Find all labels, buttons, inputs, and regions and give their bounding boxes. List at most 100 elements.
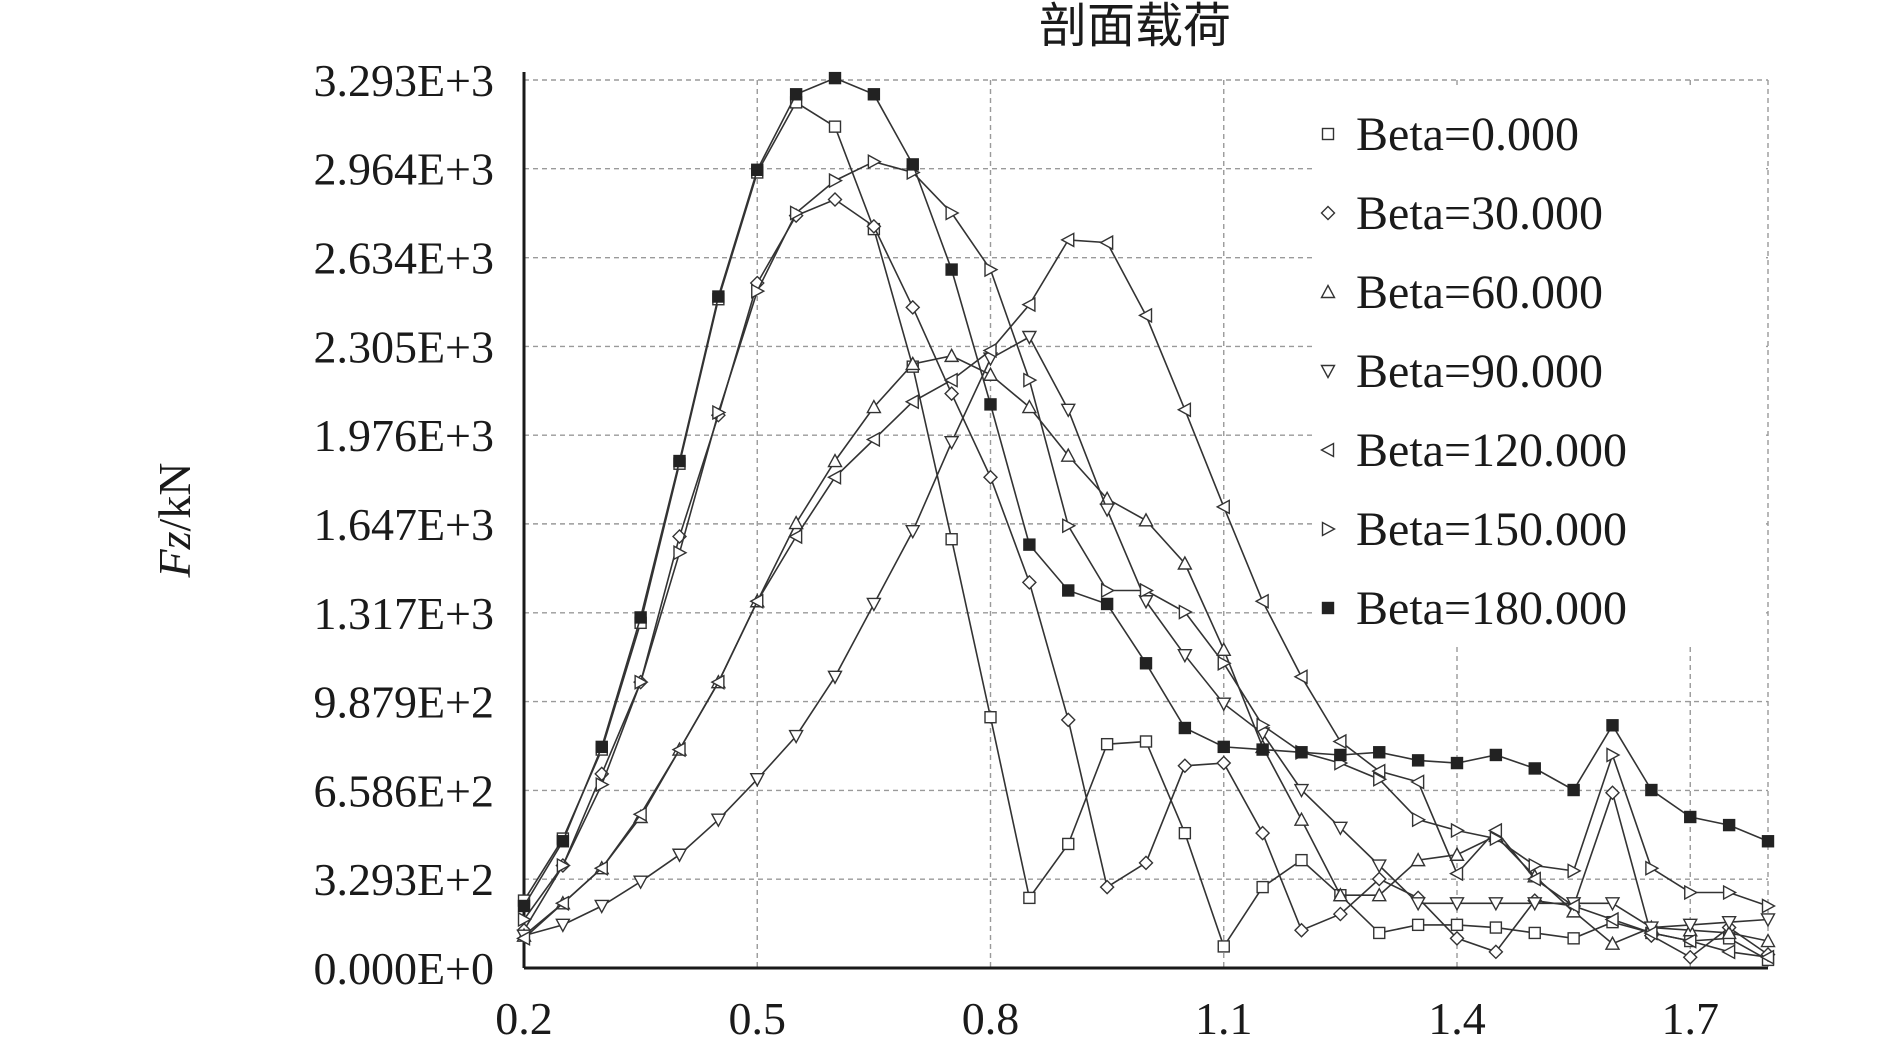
data-point	[1411, 754, 1425, 767]
data-point	[1021, 296, 1036, 313]
data-point	[789, 205, 805, 221]
data-point	[1060, 712, 1076, 728]
data-point	[1721, 944, 1736, 960]
legend-marker	[1321, 601, 1335, 615]
data-point	[594, 899, 610, 914]
data-point	[945, 205, 960, 221]
data-point	[905, 299, 921, 315]
data-point	[1489, 830, 1504, 847]
data-point	[1023, 372, 1038, 388]
legend-entry: Beta=120.000	[1320, 424, 1627, 477]
data-point	[1684, 810, 1697, 824]
legend-entry: Beta=180.000	[1321, 582, 1627, 635]
data-point	[828, 172, 843, 189]
data-point	[1060, 403, 1076, 418]
data-point	[1332, 733, 1347, 750]
data-point	[828, 71, 842, 85]
data-point	[867, 154, 882, 170]
data-point	[905, 355, 921, 371]
data-point	[749, 593, 764, 609]
y-tick-label: 9.879E+2	[313, 677, 494, 728]
data-point	[1217, 940, 1230, 953]
data-point	[1722, 884, 1738, 901]
data-point	[1138, 307, 1153, 324]
x-tick-label: 1.4	[1428, 993, 1486, 1044]
data-point	[1021, 574, 1037, 590]
data-point	[516, 930, 531, 947]
data-point	[866, 399, 882, 414]
data-point	[1295, 746, 1308, 759]
data-point	[1761, 898, 1776, 914]
x-tick-label: 0.2	[495, 993, 553, 1044]
data-point	[1604, 897, 1621, 912]
y-axis-label-italic: Fz	[149, 531, 200, 578]
x-tick-label: 0.8	[962, 993, 1020, 1044]
x-tick-label: 1.1	[1195, 993, 1253, 1044]
data-point	[634, 674, 649, 690]
data-point	[595, 740, 608, 754]
data-point	[788, 729, 804, 745]
data-point	[1371, 763, 1386, 779]
data-point	[751, 283, 766, 299]
data-point	[1138, 512, 1154, 527]
data-point	[1371, 871, 1387, 887]
data-point	[712, 404, 727, 421]
series-7	[517, 71, 1775, 913]
data-point	[1526, 871, 1541, 887]
data-point	[1682, 933, 1697, 949]
data-point	[1527, 897, 1543, 912]
data-point	[866, 597, 882, 612]
data-point	[1528, 762, 1541, 775]
data-point	[1760, 933, 1776, 948]
series-4	[516, 330, 1776, 944]
data-point	[632, 875, 649, 890]
data-point	[751, 163, 764, 176]
data-point	[1645, 860, 1660, 876]
legend-entry: Beta=0.000	[1321, 108, 1579, 161]
data-point	[1373, 926, 1386, 940]
data-point	[1256, 880, 1269, 894]
data-point	[1450, 756, 1464, 770]
data-point	[1721, 915, 1737, 931]
legend-marker	[1320, 284, 1336, 299]
data-point	[1332, 821, 1349, 836]
legend-marker	[1321, 521, 1336, 537]
data-point	[1099, 234, 1114, 251]
data-point	[556, 835, 570, 848]
data-point	[1138, 855, 1154, 871]
data-point	[517, 899, 531, 913]
data-point	[1682, 949, 1698, 965]
data-point	[1450, 822, 1465, 839]
data-point	[788, 515, 804, 530]
data-point	[984, 398, 997, 411]
data-point	[556, 857, 571, 874]
data-point	[1332, 906, 1348, 922]
data-point	[982, 342, 997, 359]
data-point	[1177, 648, 1193, 664]
data-point	[595, 776, 610, 793]
data-point	[1176, 402, 1192, 418]
data-point	[1684, 884, 1699, 901]
x-tick-label: 0.5	[729, 993, 787, 1044]
data-point	[517, 911, 532, 928]
data-point	[1411, 918, 1425, 932]
data-point	[1139, 582, 1154, 599]
legend-label: Beta=0.000	[1356, 108, 1579, 161]
y-axis-label-unit: /kN	[149, 463, 200, 532]
data-point	[1450, 918, 1464, 932]
y-axis: 0.000E+0 3.293E+2 6.586E+2 9.879E+2 1.317E+3…	[313, 55, 526, 994]
legend-label: Beta=30.000	[1356, 187, 1603, 240]
data-point	[1139, 657, 1153, 670]
legend-entry: Beta=60.000	[1320, 266, 1603, 319]
data-point	[1373, 746, 1386, 759]
data-point	[1722, 818, 1736, 832]
data-point	[632, 806, 647, 822]
y-tick-label: 3.293E+2	[313, 854, 494, 905]
y-tick-label: 1.317E+3	[313, 588, 494, 639]
data-point	[943, 435, 960, 451]
legend: Beta=0.000 Beta=30.000 Beta=60.000 Beta=90.…	[1312, 86, 1762, 646]
data-point	[1177, 758, 1193, 774]
legend-label: Beta=150.000	[1356, 503, 1627, 556]
data-point	[828, 120, 842, 133]
